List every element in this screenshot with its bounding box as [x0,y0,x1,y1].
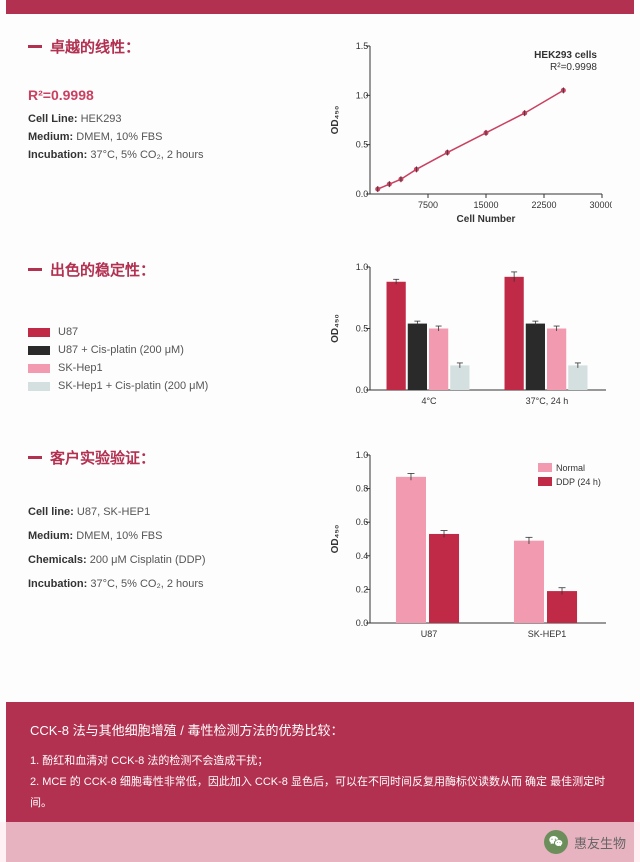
validation-chart: 0.0 0.2 0.4 0.6 0.8 1.0 OD₄₅₀ U87 SK-HEP1 Normal D… [322,447,612,652]
svg-text:1.0: 1.0 [356,90,369,100]
wechat-name: 惠友生物 [574,833,626,852]
svg-text:Cell Number: Cell Number [457,214,516,225]
section-dash [28,268,42,271]
footer-item: 2. MCE 的 CCK-8 细胞毒性非常低，因此加入 CCK-8 显色后，可以… [30,772,610,814]
svg-text:22500: 22500 [531,200,556,210]
svg-text:30000: 30000 [589,200,612,210]
info-line: Cell Line: HEK293 [28,113,298,125]
legend-item: SK-Hep1 [28,362,298,374]
section-title: 出色的稳定性： [50,259,155,280]
wechat-bar[interactable]: 惠友生物 [0,822,640,862]
header-bar [6,0,634,14]
svg-text:15000: 15000 [473,200,498,210]
svg-text:1.0: 1.0 [356,262,369,272]
svg-text:0.5: 0.5 [356,140,369,150]
svg-text:1.5: 1.5 [356,41,369,51]
rsq-label: R²=0.9998 [28,87,298,103]
svg-text:0.0: 0.0 [356,385,369,395]
svg-text:4°C: 4°C [421,396,437,406]
section-title: 卓越的线性： [50,36,140,57]
svg-text:0.8: 0.8 [356,484,369,494]
section-linearity: 卓越的线性： R²=0.9998 Cell Line: HEK293 Medium… [28,36,612,231]
svg-text:OD₄₅₀: OD₄₅₀ [330,106,341,135]
svg-text:0.0: 0.0 [356,618,369,628]
section-validation: 客户实验验证： Cell line: U87, SK-HEP1 Medium: D… [28,447,612,652]
svg-text:OD₄₅₀: OD₄₅₀ [330,525,341,554]
svg-text:0.4: 0.4 [356,551,369,561]
section-stability: 出色的稳定性： U87 U87 + Cis-platin (200 μM) SK-H… [28,259,612,419]
svg-text:0.0: 0.0 [356,189,369,199]
svg-text:0.5: 0.5 [356,324,369,334]
content-area: 卓越的线性： R²=0.9998 Cell Line: HEK293 Medium… [0,14,640,652]
info-line: Chemicals: 200 μM Cisplatin (DDP) [28,554,298,566]
svg-text:Normal: Normal [556,463,585,473]
stability-chart: 0.0 0.5 1.0 OD₄₅₀ 4°C 37°C, 24 h [322,259,612,419]
section-dash [28,45,42,48]
wechat-icon [544,830,568,854]
section-dash [28,456,42,459]
linearity-chart: 0.0 0.5 1.0 1.5 7500 15000 22500 30000 Cell Numb… [322,36,612,231]
svg-text:U87: U87 [421,629,438,639]
footer-title: CCK-8 法与其他细胞增殖 / 毒性检测方法的优势比较： [30,720,610,739]
svg-text:0.6: 0.6 [356,517,369,527]
svg-text:37°C, 24 h: 37°C, 24 h [526,396,569,406]
legend-item: SK-Hep1 + Cis-platin (200 μM) [28,380,298,392]
info-line: Medium: DMEM, 10% FBS [28,530,298,542]
svg-text:OD₄₅₀: OD₄₅₀ [330,314,341,343]
svg-text:SK-HEP1: SK-HEP1 [528,629,567,639]
info-line: Medium: DMEM, 10% FBS [28,131,298,143]
info-line: Incubation: 37°C, 5% CO₂, 2 hours [28,578,298,590]
legend-item: U87 + Cis-platin (200 μM) [28,344,298,356]
svg-text:1.0: 1.0 [356,450,369,460]
section-title: 客户实验验证： [50,447,155,468]
info-line: Incubation: 37°C, 5% CO₂, 2 hours [28,149,298,161]
svg-text:HEK293 cells: HEK293 cells [534,50,597,61]
legend-item: U87 [28,326,298,338]
svg-text:7500: 7500 [418,200,438,210]
info-line: Cell line: U87, SK-HEP1 [28,506,298,518]
svg-text:DDP (24 h): DDP (24 h) [556,477,601,487]
footer-item: 1. 酚红和血清对 CCK-8 法的检测不会造成干扰； [30,751,610,772]
svg-text:R²=0.9998: R²=0.9998 [550,62,597,73]
svg-text:0.2: 0.2 [356,584,369,594]
